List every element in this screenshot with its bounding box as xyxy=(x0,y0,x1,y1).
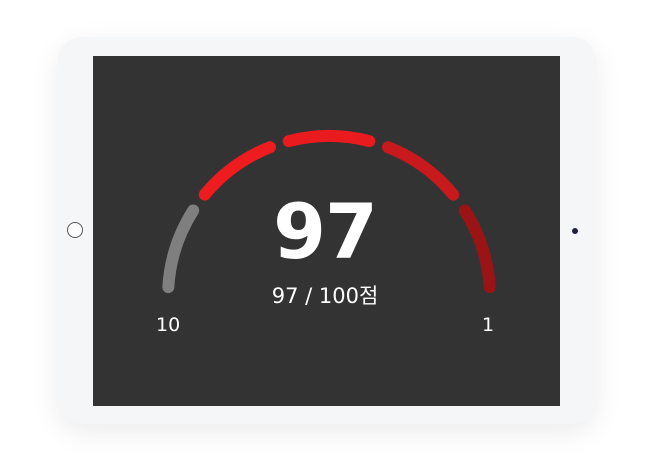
gauge-segment-5 xyxy=(458,204,496,294)
gauge-segment-3 xyxy=(282,130,376,148)
score-value: 97 xyxy=(273,187,378,276)
gauge-left-label: 10 xyxy=(156,314,181,336)
gauge-right-label: 1 xyxy=(482,314,495,336)
gauge-segment-4 xyxy=(382,141,460,201)
home-button[interactable] xyxy=(67,222,83,238)
camera-icon xyxy=(572,228,578,234)
score-text: 97 / 100점 xyxy=(271,284,379,308)
gauge-segment-1 xyxy=(162,204,200,294)
gauge-segment-2 xyxy=(198,141,276,201)
